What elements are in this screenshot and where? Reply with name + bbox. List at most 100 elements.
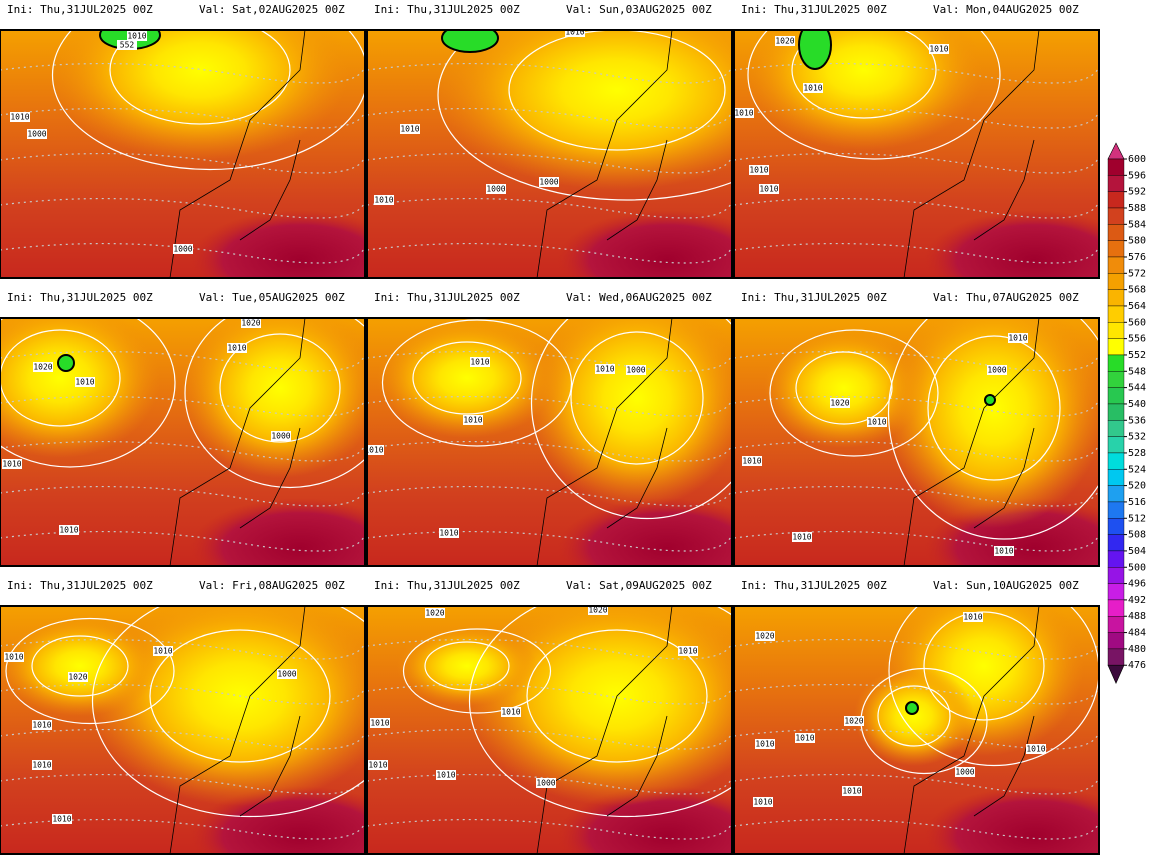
contour-label: 1010 <box>153 647 172 656</box>
contour-label-box <box>963 612 983 622</box>
valid-time: Val: Thu,07AUG2025 00Z <box>933 291 1079 304</box>
map-panel: 1020 1010 1020 1010 1000 1010 1010 <box>0 318 365 566</box>
contour-label: 1010 <box>374 196 393 205</box>
colorbar-label: 524 <box>1128 464 1146 475</box>
contour-label-box <box>565 30 585 37</box>
pressure-contour <box>424 641 510 691</box>
colorbar-segment <box>1107 158 1125 176</box>
contour-label-box <box>75 377 95 387</box>
init-time: Ini: Thu,31JUL2025 00Z <box>374 3 520 16</box>
coastline <box>903 606 1040 854</box>
contour-label: 1000 <box>486 185 505 194</box>
contour-label: 1020 <box>755 632 774 641</box>
panel-border <box>366 605 733 855</box>
ridge-field <box>50 30 350 160</box>
colorbar-segment <box>1107 452 1125 470</box>
pressure-contour <box>769 329 939 457</box>
pressure-contour <box>468 606 732 818</box>
contour-label-box <box>59 525 79 535</box>
map-panel: 1020 1020 1010 1010 1010 1010 1010 1000 <box>367 606 732 854</box>
high-field <box>924 210 1099 278</box>
colorbar-segment <box>1107 207 1125 225</box>
contour-label: 1010 <box>803 84 822 93</box>
panel-border <box>366 317 733 567</box>
contour-label: 1000 <box>987 366 1006 375</box>
colorbar-label: 500 <box>1128 562 1146 573</box>
colorbar-label: 484 <box>1128 628 1146 639</box>
init-time: Ini: Thu,31JUL2025 00Z <box>741 291 887 304</box>
map-panel: 1010 1000 1020 1010 1010 1010 1010 <box>734 318 1099 566</box>
contour-label-box <box>755 739 775 749</box>
valid-time: Val: Sun,03AUG2025 00Z <box>566 3 712 16</box>
ridge-field <box>0 616 160 716</box>
high-field <box>557 498 732 566</box>
pressure-contour <box>437 30 732 201</box>
map-panel: 1010 1010 1000 1000 1010 <box>367 30 732 278</box>
colorbar-segment <box>1107 273 1125 290</box>
contour-label: 1010 <box>842 787 861 796</box>
colorbar-segment <box>1107 420 1125 437</box>
init-time: Ini: Thu,31JUL2025 00Z <box>374 291 520 304</box>
contour-label: 1020 <box>33 363 52 372</box>
contour-label: 1000 <box>271 432 290 441</box>
contour-label-box <box>678 646 698 656</box>
contour-label: 1010 <box>994 547 1013 556</box>
contour-label: 1010 <box>753 798 772 807</box>
coastline <box>606 139 668 241</box>
init-time: Ini: Thu,31JUL2025 00Z <box>374 579 520 592</box>
contour-label: 1000 <box>539 178 558 187</box>
init-time: Ini: Thu,31JUL2025 00Z <box>7 579 153 592</box>
contour-label-box <box>52 814 72 824</box>
pressure-contour <box>795 351 893 425</box>
contour-label-box <box>742 456 762 466</box>
contour-label: 1010 <box>742 457 761 466</box>
contour-label: 1010 <box>501 708 520 717</box>
pressure-contour <box>508 30 726 151</box>
contour-label-box <box>844 716 864 726</box>
colorbar-segment <box>1107 534 1125 552</box>
coastline <box>903 30 1040 278</box>
contour-label-box <box>775 36 795 46</box>
coastline <box>239 427 301 529</box>
contour-label-box <box>734 108 754 118</box>
pressure-contour <box>526 629 708 763</box>
contour-label: 1010 <box>32 721 51 730</box>
contour-label: 1010 <box>400 125 419 134</box>
contour-label-box <box>987 365 1007 375</box>
contour-label: 1010 <box>867 418 886 427</box>
ridge-field <box>180 318 365 478</box>
valid-time: Val: Mon,04AUG2025 00Z <box>933 3 1079 16</box>
pressure-contour <box>888 606 1099 767</box>
contour-label-box <box>127 31 147 41</box>
pressure-contour <box>923 611 1045 721</box>
coastline <box>239 139 301 241</box>
contour-label: 1010 <box>436 771 455 780</box>
panel-border <box>733 29 1100 279</box>
coastline <box>536 606 673 854</box>
contour-label: 552 <box>120 41 135 50</box>
colorbar-segment <box>1107 599 1125 617</box>
panel-border <box>0 317 366 567</box>
colorbar-segment <box>1107 371 1125 388</box>
pressure-contour <box>570 331 704 465</box>
colorbar-segment <box>1107 567 1125 584</box>
contour-label-box <box>792 532 812 542</box>
colorbar-arrow-bottom <box>1107 664 1125 684</box>
contour-label-box <box>4 652 24 662</box>
contour-label-box <box>536 778 556 788</box>
contour-label: 1010 <box>595 365 614 374</box>
contour-label-box <box>1008 333 1028 343</box>
panel-border <box>0 605 366 855</box>
colorbar-segment <box>1107 648 1125 666</box>
contour-label-box <box>795 733 815 743</box>
colorbar-segment <box>1107 469 1125 486</box>
colorbar-label: 496 <box>1128 579 1146 590</box>
contour-label-box <box>173 244 193 254</box>
contour-label-box <box>271 431 291 441</box>
contour-label: 1020 <box>588 606 607 615</box>
pressure-contour <box>747 30 1001 160</box>
contour-label-box <box>830 398 850 408</box>
colorbar-label: 580 <box>1128 236 1146 247</box>
ridge-field <box>377 318 557 438</box>
